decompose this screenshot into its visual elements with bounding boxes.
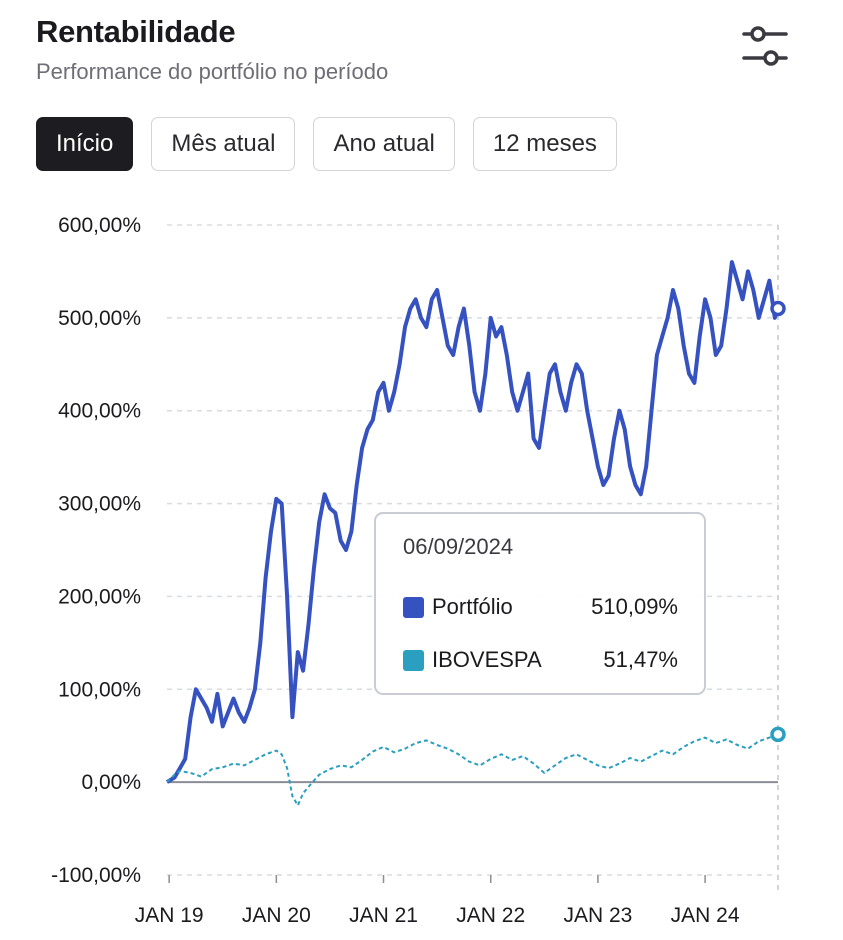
y-tick-label: -100,00% — [51, 864, 141, 887]
y-tick-label: 400,00% — [58, 400, 141, 423]
series-endpoint-0 — [770, 300, 786, 317]
portfolio-swatch — [403, 596, 424, 618]
y-tick-label: 0,00% — [81, 771, 141, 794]
tooltip-row-ibovespa: IBOVESPA 51,47% — [403, 647, 678, 673]
chart-tooltip: 06/09/2024 Portfólio 510,09% IBOVESPA 51… — [374, 512, 706, 695]
tooltip-date: 06/09/2024 — [403, 534, 514, 559]
x-tick-label: JAN 24 — [671, 904, 740, 927]
ibovespa-swatch — [403, 649, 424, 671]
series-line-1 — [166, 733, 779, 807]
tab-inicio[interactable]: Início — [36, 117, 134, 171]
x-tick-label: JAN 22 — [456, 904, 525, 927]
filter-settings-button[interactable] — [738, 24, 790, 68]
y-axis-ticks: 600,00% 500,00% 400,00% 300,00% 200,00% 100,0… — [51, 214, 141, 887]
series — [165, 260, 786, 807]
x-tick-label: JAN 19 — [135, 904, 204, 927]
period-tabs: Início Mês atual Ano atual 12 meses — [36, 117, 617, 171]
tab-12-meses[interactable]: 12 meses — [472, 117, 617, 171]
tooltip-series-value: 510,09% — [591, 594, 678, 619]
series-endpoint-1 — [770, 726, 786, 743]
performance-chart[interactable]: 600,00% 500,00% 400,00% 300,00% 200,00% 100,0… — [0, 195, 843, 940]
x-tick-label: JAN 23 — [563, 904, 632, 927]
y-tick-label: 300,00% — [58, 493, 141, 516]
y-tick-label: 500,00% — [58, 307, 141, 330]
sliders-icon — [742, 26, 788, 66]
tooltip-series-value: 51,47% — [603, 647, 678, 672]
y-tick-label: 100,00% — [58, 678, 141, 701]
page-title: Rentabilidade — [36, 14, 236, 49]
y-tick-label: 200,00% — [58, 585, 141, 608]
y-tick-label: 600,00% — [58, 214, 141, 237]
tooltip-series-name: Portfólio — [432, 594, 513, 619]
tooltip-row-portfolio: Portfólio 510,09% — [403, 594, 678, 620]
page-subtitle: Performance do portfólio no período — [36, 59, 389, 84]
tab-ano-atual[interactable]: Ano atual — [313, 117, 455, 171]
series-line-0 — [165, 260, 780, 784]
grid — [167, 224, 779, 895]
x-tick-label: JAN 20 — [242, 904, 311, 927]
tooltip-series-name: IBOVESPA — [432, 647, 542, 672]
x-axis-ticks: JAN 19 JAN 20 JAN 21 JAN 22 JAN 23 JAN 24 — [135, 875, 740, 927]
x-tick-label: JAN 21 — [349, 904, 418, 927]
tab-mes-atual[interactable]: Mês atual — [151, 117, 296, 171]
header: Rentabilidade Performance do portfólio n… — [36, 12, 388, 86]
